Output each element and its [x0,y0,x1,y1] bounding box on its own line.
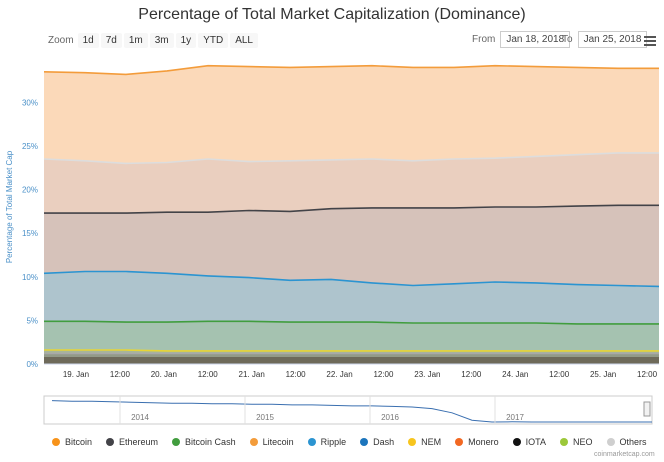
x-tick-label: 12:00 [110,370,131,379]
x-tick-label: 23. Jan [414,370,440,379]
x-tick-label: 12:00 [461,370,482,379]
legend-dot-icon [408,438,417,446]
range-to-input[interactable]: Jan 25, 2018 [577,31,648,48]
zoom-all-button[interactable]: ALL [230,33,258,48]
x-tick-label: 12:00 [373,370,394,379]
y-tick-label: 15% [22,229,38,238]
legend-label: Monero [468,437,499,447]
series-line-bitcoin-cash [44,320,659,325]
legend-label: IOTA [525,437,546,447]
legend-item-nem[interactable]: NEM [408,437,441,447]
zoom-1m-button[interactable]: 1m [123,33,148,48]
legend-dot-icon [307,438,316,446]
legend-label: Litecoin [262,437,294,447]
legend-label: NEM [421,437,442,447]
legend-item-dash[interactable]: Dash [360,437,394,447]
navigator-tick-label: 2015 [256,413,274,422]
x-tick-label: 25. Jan [590,370,616,379]
zoom-1d-button[interactable]: 1d [77,33,99,48]
legend-label: Others [619,437,647,447]
legend-item-bitcoin[interactable]: Bitcoin [52,437,92,447]
navigator-handle [643,401,651,417]
y-tick-label: 20% [22,186,38,195]
zoom-1y-button[interactable]: 1y [175,33,197,48]
legend-label: Bitcoin Cash [185,437,236,447]
legend-item-neo[interactable]: NEO [560,437,593,447]
range-to: To Jan 25, 2018 [562,31,648,48]
x-tick-label: 12:00 [286,370,307,379]
legend-label: Dash [373,437,395,447]
series-line-others [43,64,659,76]
series-line-nem [44,349,659,352]
legend-item-litecoin[interactable]: Litecoin [249,437,294,447]
legend-dot-icon [606,438,615,446]
navigator-tick-label: 2014 [131,413,149,422]
legend: Bitcoin Ethereum Bitcoin Cash Litecoin Rippl… [52,437,661,447]
x-tick-label: 12:00 [637,370,658,379]
legend-item-ethereum[interactable]: Ethereum [106,437,158,447]
legend-dot-icon [106,438,115,446]
legend-item-others[interactable]: Others [606,437,647,447]
zoom-controls: Zoom 1d 7d 1m 3m 1y YTD ALL [48,33,260,48]
x-tick-label: 21. Jan [239,370,265,379]
series-line-ripple [43,270,660,288]
legend-label: Ethereum [119,437,159,447]
legend-dot-icon [172,438,181,446]
zoom-7d-button[interactable]: 7d [100,33,122,48]
zoom-ytd-button[interactable]: YTD [198,33,229,48]
legend-dot-icon [360,438,369,446]
legend-dot-icon [52,438,60,446]
chart-menu-icon[interactable] [644,36,656,48]
legend-dot-icon [455,438,464,446]
navigator-tick-label: 2017 [506,413,524,422]
zoom-3m-button[interactable]: 3m [149,33,174,48]
x-tick-label: 19. Jan [63,370,89,379]
x-tick-label: 20. Jan [151,370,177,379]
legend-item-iota[interactable]: IOTA [512,437,546,447]
legend-dot-icon [249,438,258,446]
range-from-input[interactable]: Jan 18, 2018 [500,31,571,48]
x-tick-label: 12:00 [549,370,570,379]
navigator-tick-label: 2016 [381,413,399,422]
credit-link[interactable]: coinmarketcap.com [594,451,655,458]
navigator-frame [43,395,653,425]
legend-dot-icon [560,438,568,446]
y-tick-label: 30% [22,98,38,107]
legend-item-monero[interactable]: Monero [455,437,499,447]
area-small-coins [44,357,659,364]
range-from: From Jan 18, 2018 [472,31,571,48]
legend-label: Ripple [320,437,347,447]
legend-label: NEO [573,437,593,447]
x-tick-label: 22. Jan [326,370,352,379]
legend-label: Bitcoin [65,437,93,447]
x-tick-label: 12:00 [198,370,219,379]
y-tick-label: 25% [22,142,38,151]
navigator-line [51,400,652,423]
y-tick-label: 0% [26,360,38,369]
y-axis-label: Percentage of Total Market Cap [5,150,14,263]
series-line-ethereum [44,204,659,214]
x-tick-label: 24. Jan [502,370,528,379]
y-tick-label: 5% [26,316,38,325]
legend-item-ripple[interactable]: Ripple [307,437,347,447]
legend-item-bitcoin-cash[interactable]: Bitcoin Cash [172,437,236,447]
chart-title: Percentage of Total Market Capitalizatio… [138,6,526,23]
series-line-others [43,152,659,165]
range-to-label: To [562,34,573,45]
y-tick-label: 10% [22,273,38,282]
range-from-label: From [472,34,496,45]
zoom-label: Zoom [48,35,74,46]
legend-dot-icon [512,438,521,446]
